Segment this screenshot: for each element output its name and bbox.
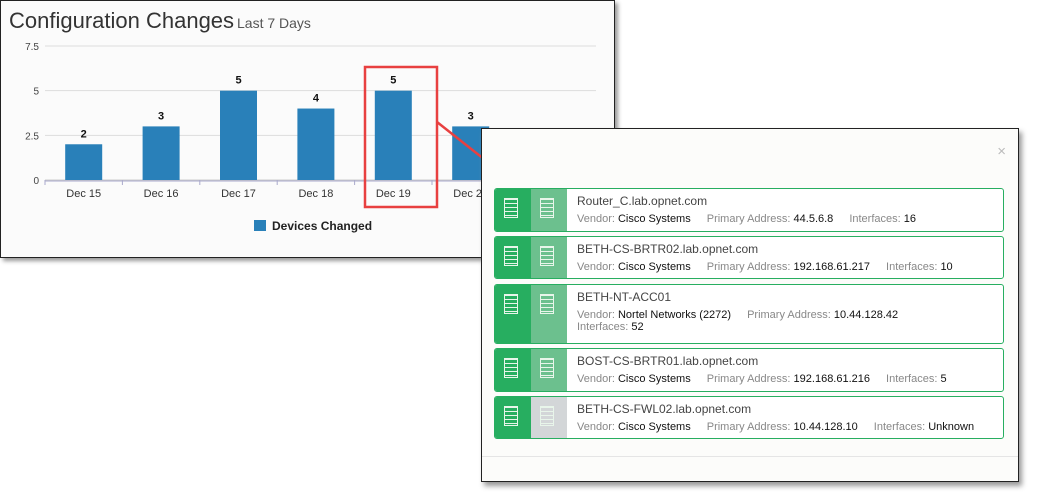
device-status-cell — [495, 397, 531, 438]
router-icon — [540, 358, 554, 378]
address-label: Primary Address: — [706, 213, 791, 225]
interfaces-label: Interfaces: — [577, 321, 629, 333]
interfaces-label: Interfaces: — [849, 213, 901, 225]
address-value: 10.44.128.10 — [793, 421, 858, 433]
device-name[interactable]: BOST-CS-BRTR01.lab.opnet.com — [577, 354, 759, 368]
device-status-cell — [495, 189, 531, 231]
bar — [374, 90, 412, 180]
y-tick-label: 7.5 — [25, 42, 39, 53]
interfaces-value: 5 — [940, 373, 947, 385]
interfaces-label: Interfaces: — [886, 373, 938, 385]
device-row[interactable]: BETH-NT-ACC01 Vendor: Nortel Networks (2… — [494, 284, 1004, 344]
device-row[interactable]: BETH-CS-BRTR02.lab.opnet.com Vendor: Cis… — [494, 236, 1004, 279]
address-label: Primary Address: — [747, 309, 831, 321]
y-tick-label: 2.5 — [25, 131, 39, 142]
vendor-label: Vendor: — [577, 421, 615, 433]
device-type-cell — [531, 349, 567, 391]
address-value: 192.168.61.217 — [793, 261, 871, 273]
device-type-cell — [531, 237, 567, 278]
firewall-icon — [540, 406, 554, 426]
address-label: Primary Address: — [706, 373, 791, 385]
router-icon — [540, 246, 554, 266]
address-value: 44.5.6.8 — [793, 213, 834, 225]
server-icon — [504, 198, 518, 218]
x-tick-label: Dec 18 — [298, 188, 333, 200]
data-label: 5 — [390, 75, 396, 87]
device-status-cell — [495, 349, 531, 391]
device-row[interactable]: Router_C.lab.opnet.com Vendor: Cisco Sys… — [494, 188, 1004, 232]
x-tick-label: Dec 19 — [376, 188, 411, 200]
x-tick-label: Dec 15 — [66, 188, 101, 200]
device-status-cell — [495, 237, 531, 278]
address-label: Primary Address: — [706, 421, 791, 433]
vendor-label: Vendor: — [577, 373, 615, 385]
bar — [220, 90, 257, 180]
data-label: 2 — [81, 128, 87, 140]
y-tick-label: 5 — [33, 87, 39, 98]
legend-swatch — [254, 220, 266, 231]
bar — [297, 108, 335, 180]
device-name[interactable]: BETH-CS-FWL02.lab.opnet.com — [577, 402, 752, 416]
server-icon — [504, 294, 518, 314]
interfaces-value: Unknown — [928, 421, 975, 433]
vendor-value: Cisco Systems — [617, 213, 691, 225]
device-name[interactable]: BETH-CS-BRTR02.lab.opnet.com — [577, 242, 759, 256]
interfaces-value: 10 — [940, 261, 953, 273]
device-meta: Vendor: Cisco Systems Primary Address: 19… — [577, 261, 953, 273]
device-type-cell — [531, 285, 567, 343]
router-icon — [540, 198, 554, 218]
vendor-label: Vendor: — [577, 261, 615, 273]
data-label: 5 — [235, 75, 241, 87]
device-popup: × Router_C.lab.opnet.com Vendor: Cisco S… — [481, 128, 1019, 482]
device-meta: Vendor: Nortel Networks (2272) Primary Ad… — [577, 309, 914, 333]
server-icon — [504, 358, 518, 378]
vendor-label: Vendor: — [577, 213, 615, 225]
address-value: 192.168.61.216 — [793, 373, 871, 385]
close-icon[interactable]: × — [997, 143, 1006, 160]
popup-footer-divider — [482, 456, 1018, 457]
address-value: 10.44.128.42 — [833, 309, 899, 321]
device-type-cell — [531, 189, 567, 231]
data-label: 3 — [158, 110, 164, 122]
vendor-value: Cisco Systems — [617, 421, 691, 433]
data-label: 4 — [313, 93, 320, 105]
device-status-cell — [495, 285, 531, 343]
x-tick-label: Dec 20 — [453, 188, 488, 200]
vendor-value: Nortel Networks (2272) — [617, 309, 732, 321]
bar — [65, 144, 103, 180]
interfaces-label: Interfaces: — [873, 421, 926, 433]
server-icon — [504, 406, 518, 426]
device-meta: Vendor: Cisco Systems Primary Address: 10… — [577, 421, 974, 433]
interfaces-value: 52 — [631, 321, 644, 333]
vendor-value: Cisco Systems — [617, 261, 691, 273]
interfaces-label: Interfaces: — [886, 261, 938, 273]
vendor-label: Vendor: — [577, 309, 615, 321]
device-row[interactable]: BOST-CS-BRTR01.lab.opnet.com Vendor: Cis… — [494, 348, 1004, 392]
interfaces-value: 16 — [903, 213, 916, 225]
router-icon — [540, 294, 554, 314]
data-label: 3 — [468, 110, 474, 122]
x-tick-label: Dec 17 — [221, 188, 256, 200]
server-icon — [504, 246, 518, 266]
page-title: Configuration Changes — [9, 8, 235, 33]
device-type-cell — [531, 397, 567, 438]
device-row[interactable]: BETH-CS-FWL02.lab.opnet.com Vendor: Cisc… — [494, 396, 1004, 439]
bar — [142, 126, 180, 180]
vendor-value: Cisco Systems — [617, 373, 691, 385]
device-name[interactable]: BETH-NT-ACC01 — [577, 290, 672, 304]
device-meta: Vendor: Cisco Systems Primary Address: 44… — [577, 213, 916, 225]
address-label: Primary Address: — [706, 261, 791, 273]
device-name[interactable]: Router_C.lab.opnet.com — [577, 194, 708, 208]
legend-label: Devices Changed — [272, 219, 372, 233]
page-subtitle: Last 7 Days — [237, 15, 311, 31]
x-tick-label: Dec 16 — [144, 188, 179, 200]
y-tick-label: 0 — [33, 176, 39, 187]
device-meta: Vendor: Cisco Systems Primary Address: 19… — [577, 373, 947, 385]
